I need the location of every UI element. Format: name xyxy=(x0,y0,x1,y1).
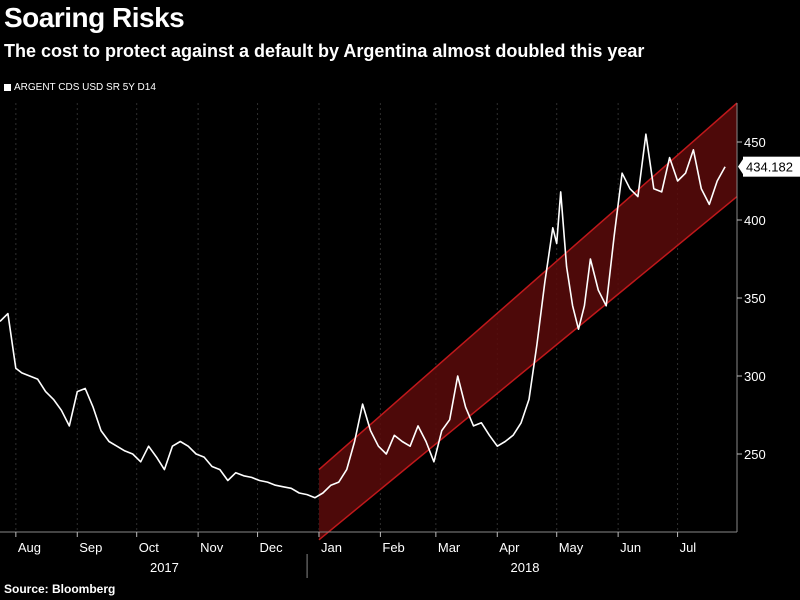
last-value-pointer xyxy=(738,157,744,176)
last-value-box xyxy=(743,156,800,177)
source-note: Source: Bloomberg xyxy=(4,582,116,596)
last-value-label: 434.182 xyxy=(738,156,800,177)
legend: ARGENT CDS USD SR 5Y D14 xyxy=(4,82,156,93)
x-tick-label-jan: Jan xyxy=(321,540,342,555)
year-label-2018: 2018 xyxy=(511,560,540,575)
chart-subtitle: The cost to protect against a default by… xyxy=(4,41,645,61)
x-tick-label-jul: Jul xyxy=(680,540,697,555)
y-tick-label-250: 250 xyxy=(744,447,766,462)
y-tick-label-400: 400 xyxy=(744,213,766,228)
trend-channel-lower-edge xyxy=(318,196,738,541)
x-tick-label-apr: Apr xyxy=(499,540,520,555)
x-tick-label-nov: Nov xyxy=(200,540,224,555)
y-tick-label-350: 350 xyxy=(744,291,766,306)
x-tick-label-mar: Mar xyxy=(438,540,461,555)
year-label-2017: 2017 xyxy=(150,560,179,575)
x-tick-label-oct: Oct xyxy=(139,540,160,555)
trend-channel xyxy=(318,103,737,540)
legend-label: ARGENT CDS USD SR 5Y D14 xyxy=(14,82,156,93)
last-value-text: 434.182 xyxy=(746,160,793,175)
x-tick-label-feb: Feb xyxy=(382,540,404,555)
y-tick-label-450: 450 xyxy=(744,135,766,150)
x-tick-label-jun: Jun xyxy=(620,540,641,555)
x-tick-label-may: May xyxy=(559,540,584,555)
x-tick-label-aug: Aug xyxy=(18,540,41,555)
y-axis: 250 300 350 400 450 xyxy=(737,135,766,462)
trend-channel-upper-edge xyxy=(318,102,738,471)
series-line-argent-cds xyxy=(0,133,726,499)
x-tick-label-dec: Dec xyxy=(260,540,284,555)
chart-title: Soaring Risks xyxy=(4,2,185,33)
legend-swatch xyxy=(4,84,11,91)
x-axis: Aug Sep Oct Nov Dec Jan Feb Mar Apr May Jun Jul 2017… xyxy=(0,531,737,578)
x-tick-label-sep: Sep xyxy=(79,540,102,555)
y-tick-label-300: 300 xyxy=(744,369,766,384)
